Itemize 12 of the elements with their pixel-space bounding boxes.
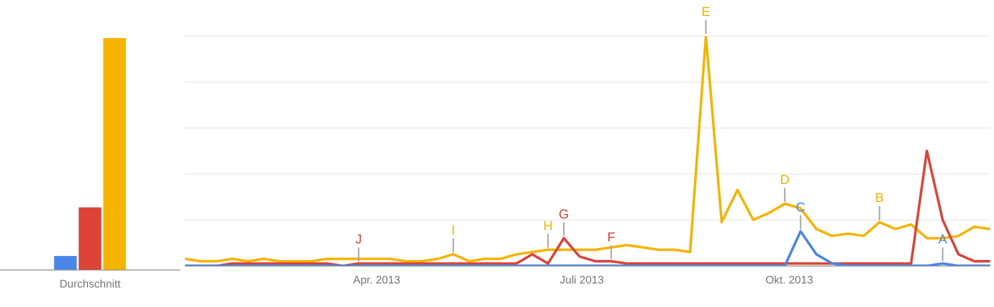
annotation: I: [452, 222, 456, 238]
annotation: F: [607, 229, 616, 244]
annotation: G: [558, 206, 569, 222]
annotation: E: [702, 4, 711, 20]
annotation: J: [355, 232, 362, 247]
x-tick-label: Okt. 2013: [765, 274, 814, 286]
annotation: D: [780, 172, 790, 187]
annotation: B: [875, 190, 884, 206]
annotation: H: [543, 218, 553, 233]
x-tick-label: Juli 2013: [560, 274, 604, 286]
x-tick-label: Apr. 2013: [353, 274, 400, 286]
x-tick-label: Durchschnitt: [59, 278, 121, 290]
